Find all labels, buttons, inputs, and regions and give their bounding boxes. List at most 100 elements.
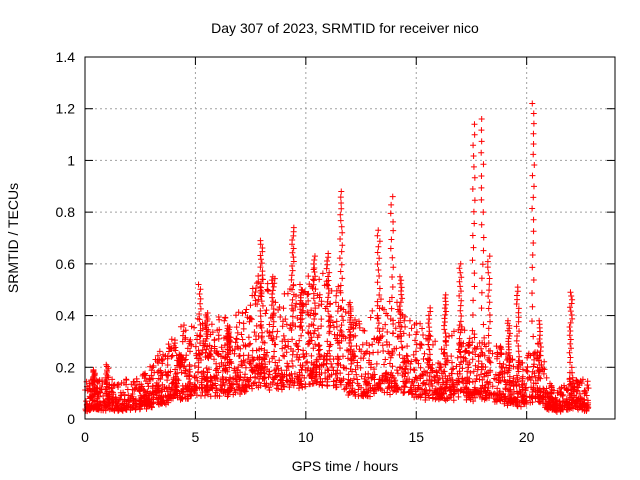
data-point — [442, 355, 449, 362]
data-point — [529, 252, 536, 259]
data-point — [142, 389, 149, 396]
data-point — [510, 375, 517, 382]
data-point — [412, 388, 419, 395]
data-point — [318, 316, 325, 323]
data-point — [357, 355, 364, 362]
data-point — [493, 398, 500, 405]
data-point — [280, 352, 287, 359]
data-point — [376, 273, 383, 280]
data-point — [213, 360, 220, 367]
data-point — [198, 350, 205, 357]
data-point — [403, 363, 410, 370]
data-point — [411, 376, 418, 383]
data-point — [354, 362, 361, 369]
data-point — [448, 359, 455, 366]
data-point — [289, 313, 296, 320]
data-point — [384, 341, 391, 348]
data-point — [459, 365, 466, 372]
data-point — [516, 389, 523, 396]
data-point — [201, 384, 208, 391]
data-point — [282, 342, 289, 349]
data-point — [280, 305, 287, 312]
data-point — [389, 254, 396, 261]
data-point — [386, 298, 393, 305]
data-point — [174, 380, 181, 387]
data-point — [512, 379, 519, 386]
data-point — [324, 298, 331, 305]
data-point — [290, 224, 297, 231]
data-point — [379, 377, 386, 384]
data-point — [412, 348, 419, 355]
data-point — [132, 395, 139, 402]
data-point — [446, 383, 453, 390]
data-point — [225, 377, 232, 384]
data-point — [442, 295, 449, 302]
data-point — [221, 317, 228, 324]
data-point — [261, 339, 268, 346]
data-point — [336, 255, 343, 262]
data-point — [530, 110, 537, 117]
data-point — [408, 358, 415, 365]
data-point — [548, 384, 555, 391]
data-point — [469, 257, 476, 264]
data-point — [504, 317, 511, 324]
data-point — [326, 343, 333, 350]
data-point — [304, 291, 311, 298]
data-point — [191, 383, 198, 390]
data-point — [333, 318, 340, 325]
data-point — [207, 353, 214, 360]
data-point — [313, 356, 320, 363]
data-point — [299, 327, 306, 334]
data-point — [568, 396, 575, 403]
data-point — [393, 345, 400, 352]
data-point — [558, 389, 565, 396]
data-point — [262, 383, 269, 390]
data-point — [441, 368, 448, 375]
data-point — [437, 364, 444, 370]
data-point — [294, 373, 301, 380]
data-point — [307, 330, 314, 337]
data-point — [427, 304, 434, 311]
data-point — [338, 305, 345, 312]
data-point — [221, 365, 228, 372]
data-point — [427, 364, 434, 371]
data-point — [478, 116, 485, 123]
data-point — [429, 383, 436, 390]
data-point — [324, 366, 331, 373]
data-point — [457, 329, 464, 336]
data-point — [257, 292, 264, 299]
data-point — [464, 368, 471, 375]
data-point — [442, 361, 449, 368]
data-point — [343, 385, 350, 392]
data-point — [367, 384, 374, 391]
data-point — [478, 138, 485, 145]
data-point — [336, 345, 343, 352]
data-point — [324, 257, 331, 264]
data-point — [313, 371, 320, 378]
data-point — [559, 392, 566, 399]
data-point — [401, 313, 408, 320]
data-point — [503, 381, 510, 388]
data-point — [352, 332, 359, 339]
data-point — [357, 364, 364, 371]
data-point — [316, 276, 323, 283]
data-point — [479, 339, 486, 346]
data-point — [496, 388, 503, 395]
data-point — [579, 404, 586, 411]
data-point — [269, 337, 276, 344]
data-point — [567, 354, 574, 361]
data-point — [457, 260, 464, 267]
data-point — [464, 361, 471, 368]
data-point — [255, 367, 262, 374]
data-point — [90, 366, 97, 373]
data-point — [245, 334, 252, 341]
data-point — [510, 389, 517, 396]
data-point — [480, 364, 487, 371]
data-point — [442, 291, 449, 298]
data-point — [134, 378, 141, 385]
data-point — [306, 323, 313, 330]
data-point — [319, 270, 326, 277]
data-point — [219, 348, 226, 355]
data-point — [235, 353, 242, 360]
data-point — [443, 342, 450, 349]
